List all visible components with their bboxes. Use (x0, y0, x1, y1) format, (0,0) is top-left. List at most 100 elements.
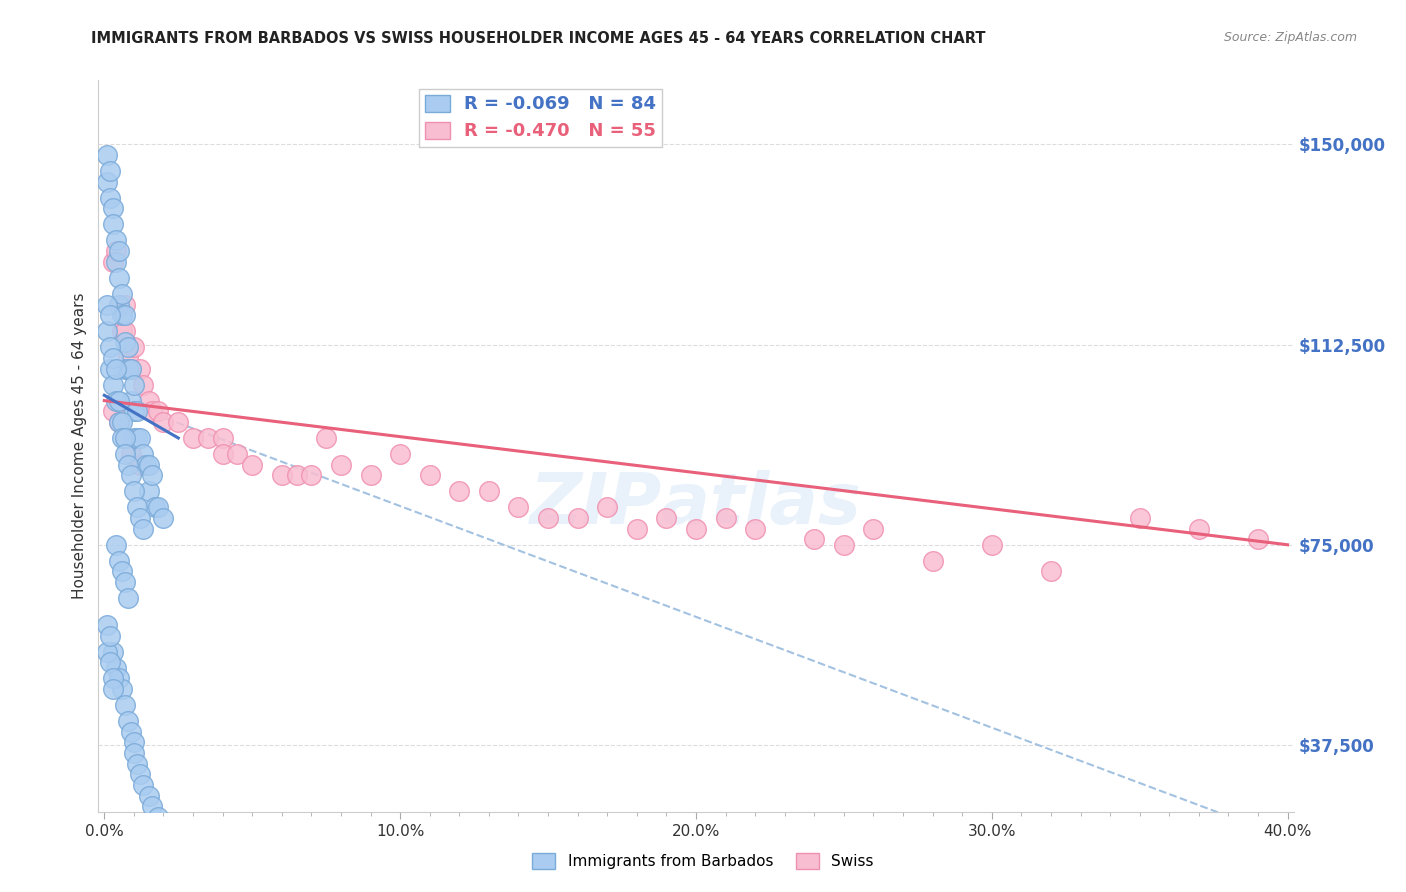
Text: Source: ZipAtlas.com: Source: ZipAtlas.com (1223, 31, 1357, 45)
Point (108, 671, 131, 685)
Point (103, 644, 125, 658)
Point (138, 789, 160, 803)
Point (114, 334, 136, 349)
Point (111, 286, 134, 301)
Point (98, 361, 121, 376)
Point (270, 468, 292, 483)
Point (105, 361, 128, 376)
Point (1247, 533, 1270, 547)
Point (128, 361, 150, 376)
Text: ZIP​atlas: ZIP​atlas (530, 470, 862, 539)
Point (114, 431, 136, 445)
Point (98, 655, 121, 669)
Point (596, 500, 619, 515)
Point (120, 468, 142, 483)
Text: IMMIGRANTS FROM BARBADOS VS SWISS HOUSEHOLDER INCOME AGES 45 - 64 YEARS CORRELAT: IMMIGRANTS FROM BARBADOS VS SWISS HOUSEH… (91, 31, 986, 46)
Point (120, 724, 142, 739)
Point (105, 234, 128, 248)
Point (299, 468, 322, 483)
Point (240, 458, 263, 472)
Point (117, 591, 139, 606)
Point (122, 404, 145, 418)
Point (1188, 522, 1211, 536)
Point (117, 714, 139, 728)
Point (141, 404, 163, 418)
Point (111, 681, 134, 696)
Legend: R = -0.069   N = 84, R = -0.470   N = 55: R = -0.069 N = 84, R = -0.470 N = 55 (419, 88, 662, 146)
Point (146, 500, 169, 515)
Point (96, 148, 118, 162)
Point (114, 575, 136, 590)
Point (96, 618, 118, 632)
Point (138, 484, 160, 499)
Point (449, 484, 471, 499)
Point (103, 377, 125, 392)
Point (626, 522, 648, 536)
Point (125, 500, 148, 515)
Point (105, 538, 128, 552)
Point (567, 511, 589, 525)
Point (141, 468, 163, 483)
Point (108, 415, 131, 429)
Point (122, 340, 145, 354)
Point (120, 361, 142, 376)
Point (98, 164, 121, 178)
Point (655, 511, 678, 525)
Point (132, 522, 155, 536)
Point (122, 735, 145, 749)
Point (122, 377, 145, 392)
Point (108, 270, 131, 285)
Point (111, 565, 134, 579)
Point (117, 458, 139, 472)
Point (141, 799, 163, 814)
Point (96, 175, 118, 189)
Point (128, 458, 150, 472)
Point (103, 681, 125, 696)
Point (114, 324, 136, 338)
Point (114, 431, 136, 445)
Y-axis label: Householder Income Ages 45 - 64 years: Householder Income Ages 45 - 64 years (72, 293, 87, 599)
Point (111, 431, 134, 445)
Point (803, 533, 825, 547)
Point (122, 431, 145, 445)
Point (103, 218, 125, 232)
Point (1039, 565, 1062, 579)
Point (108, 297, 131, 311)
Point (114, 698, 136, 712)
Point (114, 308, 136, 322)
Point (98, 628, 121, 642)
Point (105, 660, 128, 674)
Point (114, 361, 136, 376)
Point (419, 468, 441, 483)
Point (125, 404, 148, 418)
Point (135, 458, 157, 472)
Point (120, 361, 142, 376)
Point (98, 340, 121, 354)
Point (108, 415, 131, 429)
Point (132, 447, 155, 461)
Point (285, 468, 308, 483)
Point (132, 377, 155, 392)
Point (330, 458, 353, 472)
Point (197, 431, 219, 445)
Point (111, 324, 134, 338)
Point (211, 447, 233, 461)
Point (103, 255, 125, 269)
Point (128, 511, 150, 525)
Point (980, 538, 1002, 552)
Point (111, 308, 134, 322)
Point (143, 500, 166, 515)
Point (103, 351, 125, 365)
Point (105, 244, 128, 259)
Point (128, 767, 150, 781)
Point (714, 511, 737, 525)
Point (114, 447, 136, 461)
Point (921, 554, 943, 568)
Point (125, 431, 148, 445)
Point (360, 468, 382, 483)
Point (508, 500, 530, 515)
Point (108, 554, 131, 568)
Point (138, 458, 160, 472)
Point (108, 244, 131, 259)
Point (537, 511, 560, 525)
